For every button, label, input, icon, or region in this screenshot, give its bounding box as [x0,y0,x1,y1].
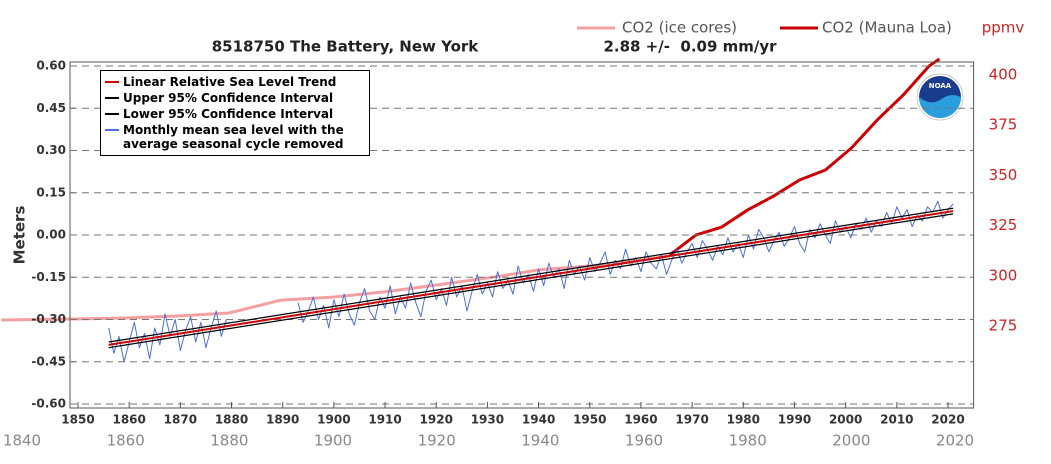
x-tick-label: 1900 [317,413,350,427]
x-tick-label: 2020 [931,413,964,427]
y-tick-label: 400 [989,66,1018,84]
x-tick-label: 1870 [164,413,197,427]
x-tick-label: 1940 [522,413,555,427]
x-tick-label: 2000 [832,432,870,450]
y-tick-label: 0.45 [36,101,66,115]
series-line [669,57,941,257]
x-tick-label: 1940 [521,432,559,450]
x-tick-label: 1900 [314,432,352,450]
y-tick-label: 300 [989,266,1018,284]
legend-entry: Lower 95% Confidence Interval [105,107,365,121]
x-tick-label: 1860 [107,432,145,450]
x-tick-label: 1960 [624,413,657,427]
x-tick-label: 1970 [675,413,708,427]
legend-entry: Upper 95% Confidence Interval [105,91,365,105]
y-tick-label: 0.60 [36,59,66,73]
x-tick-label: 1990 [778,413,811,427]
x-tick-label: 1980 [727,413,760,427]
legend-entry: Monthly mean sea level with the average … [105,123,365,151]
legend-swatch [105,113,119,115]
series-line [108,207,954,343]
x-tick-label: 1920 [418,432,456,450]
co2-layer: 275 300 325 350 375 400 1840 1860 1880 1900 1920 19… [1,57,1018,450]
y-tick-label: 0.30 [36,143,66,157]
y-tick-label: -0.15 [31,270,66,284]
legend-label: Linear Relative Sea Level Trend [123,75,337,89]
x-tick-label: 1960 [625,432,663,450]
x-tick-label: 2020 [936,432,974,450]
legend-label: CO2 (Mauna Loa) [822,19,952,37]
chart-title: 8518750 The Battery, New York [212,38,480,56]
legend-label: Monthly mean sea level with the average … [123,123,344,151]
legend-swatch [105,81,119,83]
legend-label: Lower 95% Confidence Interval [123,107,334,121]
x-tick-label: 1840 [3,432,41,450]
series-line [108,213,954,349]
series-line [108,210,954,346]
y-tick-label: -0.60 [31,397,66,411]
x-tick-label: 1920 [420,413,453,427]
y-tick-label: 0.00 [36,228,66,242]
x-tick-label: 1860 [112,413,145,427]
y-tick-label: 275 [989,317,1018,335]
chart-subtitle: 2.88 +/- 0.09 mm/yr [603,38,777,56]
series-line [1,254,671,322]
x-tick-label: 1950 [573,413,606,427]
legend-swatch [105,129,119,131]
noaa-logo: NOAA [916,73,964,121]
y2-axis-label: ppmv [982,19,1025,37]
series-line [108,200,954,363]
legend-label: CO2 (ice cores) [622,19,737,37]
x-tick-label: 1880 [210,432,248,450]
x-tick-label: 1850 [61,413,94,427]
x-tick-label: 1930 [471,413,504,427]
logo-text: NOAA [929,82,952,90]
legend: Linear Relative Sea Level Trend Upper 95%… [100,70,370,156]
x-tick-label: 1890 [266,413,299,427]
x-tick-label: 1910 [368,413,401,427]
legend-swatch [105,97,119,99]
legend-label: Upper 95% Confidence Interval [123,91,334,105]
sea-level-layer: 0.60 0.45 0.30 0.15 0.00 -0.15 -0.30 -0.45 -0.60… [31,59,975,427]
x-tick-label: 2000 [829,413,862,427]
y-tick-label: 350 [989,166,1018,184]
y-tick-label: 0.15 [36,185,66,199]
y-tick-label: 325 [989,216,1018,234]
x-tick-label: 1980 [729,432,767,450]
y-tick-label: -0.30 [31,312,66,326]
y-tick-label: -0.45 [31,354,66,368]
legend-entry: Linear Relative Sea Level Trend [105,75,365,89]
x-tick-label: 1880 [215,413,248,427]
y-axis-label: Meters [11,206,29,265]
x-tick-label: 2010 [880,413,913,427]
y-tick-label: 375 [989,116,1018,134]
